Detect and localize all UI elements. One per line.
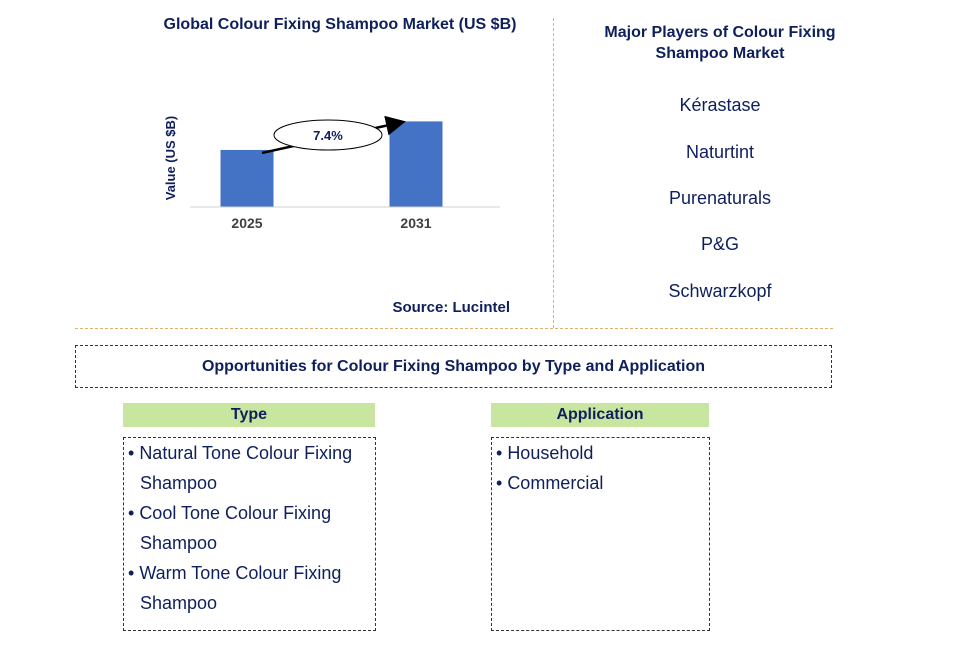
players-title: Major Players of Colour Fixing Shampoo M… xyxy=(604,24,836,62)
application-list: Household Commercial xyxy=(491,437,710,631)
player-item: Kérastase xyxy=(679,95,761,115)
bar-2025 xyxy=(220,149,274,207)
player-item: Purenaturals xyxy=(668,188,772,208)
opportunities-title: Opportunities for Colour Fixing Shampoo … xyxy=(75,345,832,388)
horizontal-divider xyxy=(75,328,833,329)
y-axis-label: Value (US $B) xyxy=(163,116,178,201)
cagr-label: 7.4% xyxy=(313,128,343,143)
player-item: Schwarzkopf xyxy=(668,281,772,301)
bar-chart: Value (US $B) 2025 2031 7.4% xyxy=(163,116,500,231)
application-item: Household xyxy=(496,438,705,468)
bar-2031 xyxy=(389,121,443,207)
chart-title: Global Colour Fixing Shampoo Market (US … xyxy=(163,16,517,33)
vertical-divider xyxy=(553,18,554,328)
source-label: Source: Lucintel xyxy=(392,299,510,316)
player-item: P&G xyxy=(700,234,739,254)
type-item: Warm Tone Colour Fixing Shampoo xyxy=(128,558,371,618)
type-item: Cool Tone Colour Fixing Shampoo xyxy=(128,498,371,558)
x-tick-2025: 2025 xyxy=(231,215,262,231)
type-header: Type xyxy=(123,403,375,427)
application-item: Commercial xyxy=(496,468,705,498)
cagr-bubble xyxy=(273,119,383,151)
application-header: Application xyxy=(491,403,709,427)
type-item: Natural Tone Colour Fixing Shampoo xyxy=(128,438,371,498)
x-tick-2031: 2031 xyxy=(400,215,431,231)
type-list: Natural Tone Colour Fixing Shampoo Cool … xyxy=(123,437,376,631)
player-item: Naturtint xyxy=(685,142,755,162)
